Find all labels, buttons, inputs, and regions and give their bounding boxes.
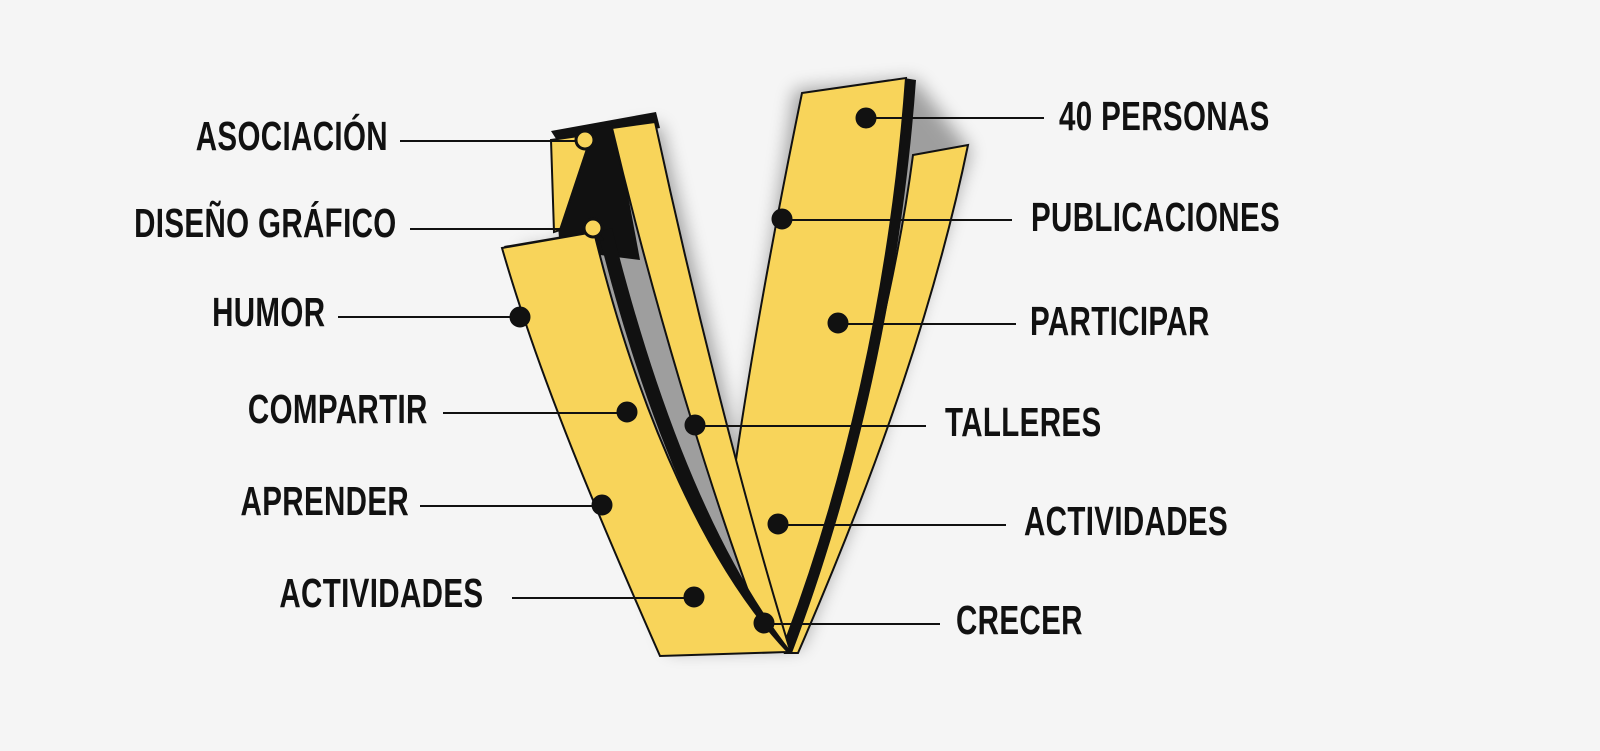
connector-dot [683,586,705,608]
right-label: CRECER [956,597,1083,643]
v-edge-right [780,78,916,653]
connector-dot [855,107,877,129]
connectors [338,107,1044,634]
connector-dot [753,612,775,634]
left-label: HUMOR [211,289,325,335]
v-fold-ribbon [598,228,790,652]
connector-dot [616,401,638,423]
right-label: PUBLICACIONES [1031,194,1281,240]
connector-dot [684,414,706,436]
connector-dot [509,306,531,328]
connector-dot [767,513,789,535]
connector-dot [827,312,849,334]
left-label: ACTIVIDADES [278,570,483,616]
left-label: DISEÑO GRÁFICO [134,200,397,246]
right-label: PARTICIPAR [1030,298,1210,344]
connector-dot [582,217,604,239]
v-strip-left-front [500,230,791,658]
connector-dot [591,494,613,516]
left-label: ASOCIACIÓN [195,113,388,159]
right-label: 40 PERSONAS [1059,93,1270,139]
left-label: COMPARTIR [248,386,428,432]
right-label: TALLERES [945,399,1102,445]
right-label: ACTIVIDADES [1024,498,1229,544]
connector-dot [574,129,596,151]
connector-dot [771,208,793,230]
left-label: APRENDER [240,478,409,524]
